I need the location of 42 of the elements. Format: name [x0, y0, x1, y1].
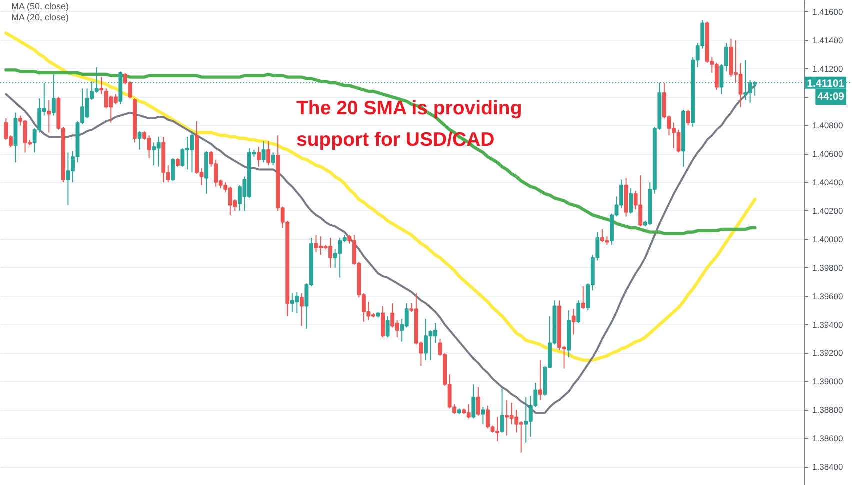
y-tick-label: 1.38400	[812, 462, 844, 472]
candlestick	[581, 286, 586, 310]
y-tick-label: 1.40000	[812, 234, 844, 244]
y-tick-label: 1.39600	[812, 291, 844, 302]
candlestick	[171, 158, 176, 182]
y-tick-label: 1.41600	[812, 6, 844, 17]
candlestick	[266, 140, 271, 166]
candlestick	[538, 360, 542, 401]
ref-line-label: 1.41101	[807, 78, 845, 90]
annotation: MA (20, close)	[12, 12, 70, 22]
candlestick	[381, 306, 386, 338]
candlestick	[472, 384, 476, 420]
y-tick-label: 1.40600	[812, 149, 844, 160]
y-tick-label: 1.39400	[812, 320, 844, 330]
candlestick	[257, 146, 261, 168]
candlestick	[500, 388, 504, 434]
y-tick-label: 1.40200	[812, 206, 844, 216]
y-tick-label: 1.39000	[812, 376, 844, 387]
annotation: MA (50, close)	[12, 2, 70, 12]
candlestick	[386, 316, 390, 338]
candlestick	[262, 140, 266, 164]
candlestick	[100, 76, 104, 95]
candlestick	[481, 406, 486, 425]
candlestick	[271, 152, 276, 166]
candlestick	[572, 308, 576, 336]
candlestick	[476, 386, 480, 416]
y-tick-label: 1.39800	[812, 262, 844, 273]
line-series	[4, 32, 757, 362]
y-tick-label: 1.41400	[812, 35, 844, 46]
candlestick	[686, 110, 690, 126]
line-series	[4, 68, 757, 236]
y-tick-label: 1.40800	[812, 120, 844, 131]
candlestick	[300, 292, 304, 327]
candlestick	[576, 300, 581, 324]
candlestick	[47, 100, 52, 134]
text: 44:09	[818, 91, 845, 103]
candlestick	[629, 188, 634, 214]
y-tick-label: 1.38600	[812, 434, 844, 444]
y-tick-label: 1.38800	[812, 405, 844, 416]
y-tick-label: 1.39200	[812, 348, 844, 358]
y-tick-label: 1.41200	[812, 64, 844, 74]
y-tick-label: 1.40400	[812, 178, 844, 188]
